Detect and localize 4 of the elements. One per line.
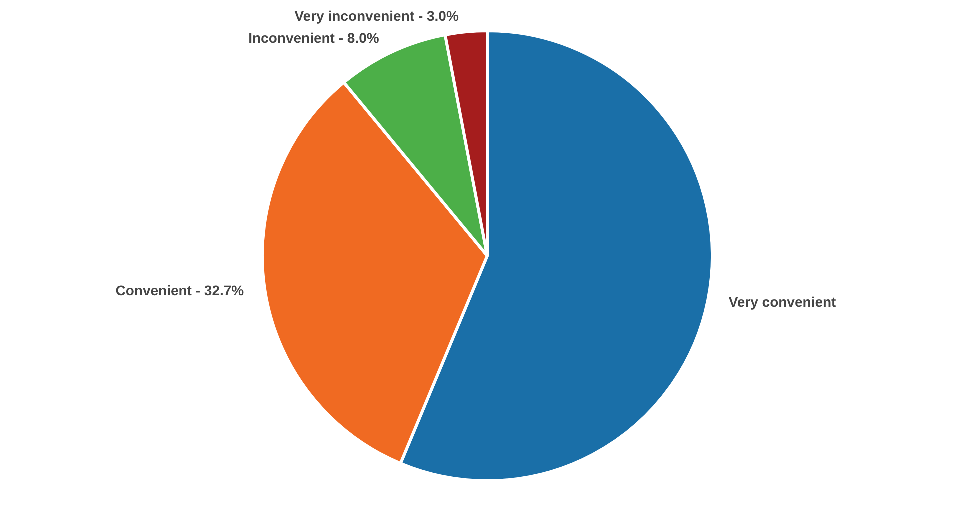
slice-label: Very inconvenient - 3.0% bbox=[294, 8, 460, 24]
slice-label: Convenient - 32.7% bbox=[116, 282, 245, 298]
slice-label: Very convenient bbox=[728, 294, 837, 310]
slice-label: Inconvenient - 8.0% bbox=[248, 30, 380, 46]
